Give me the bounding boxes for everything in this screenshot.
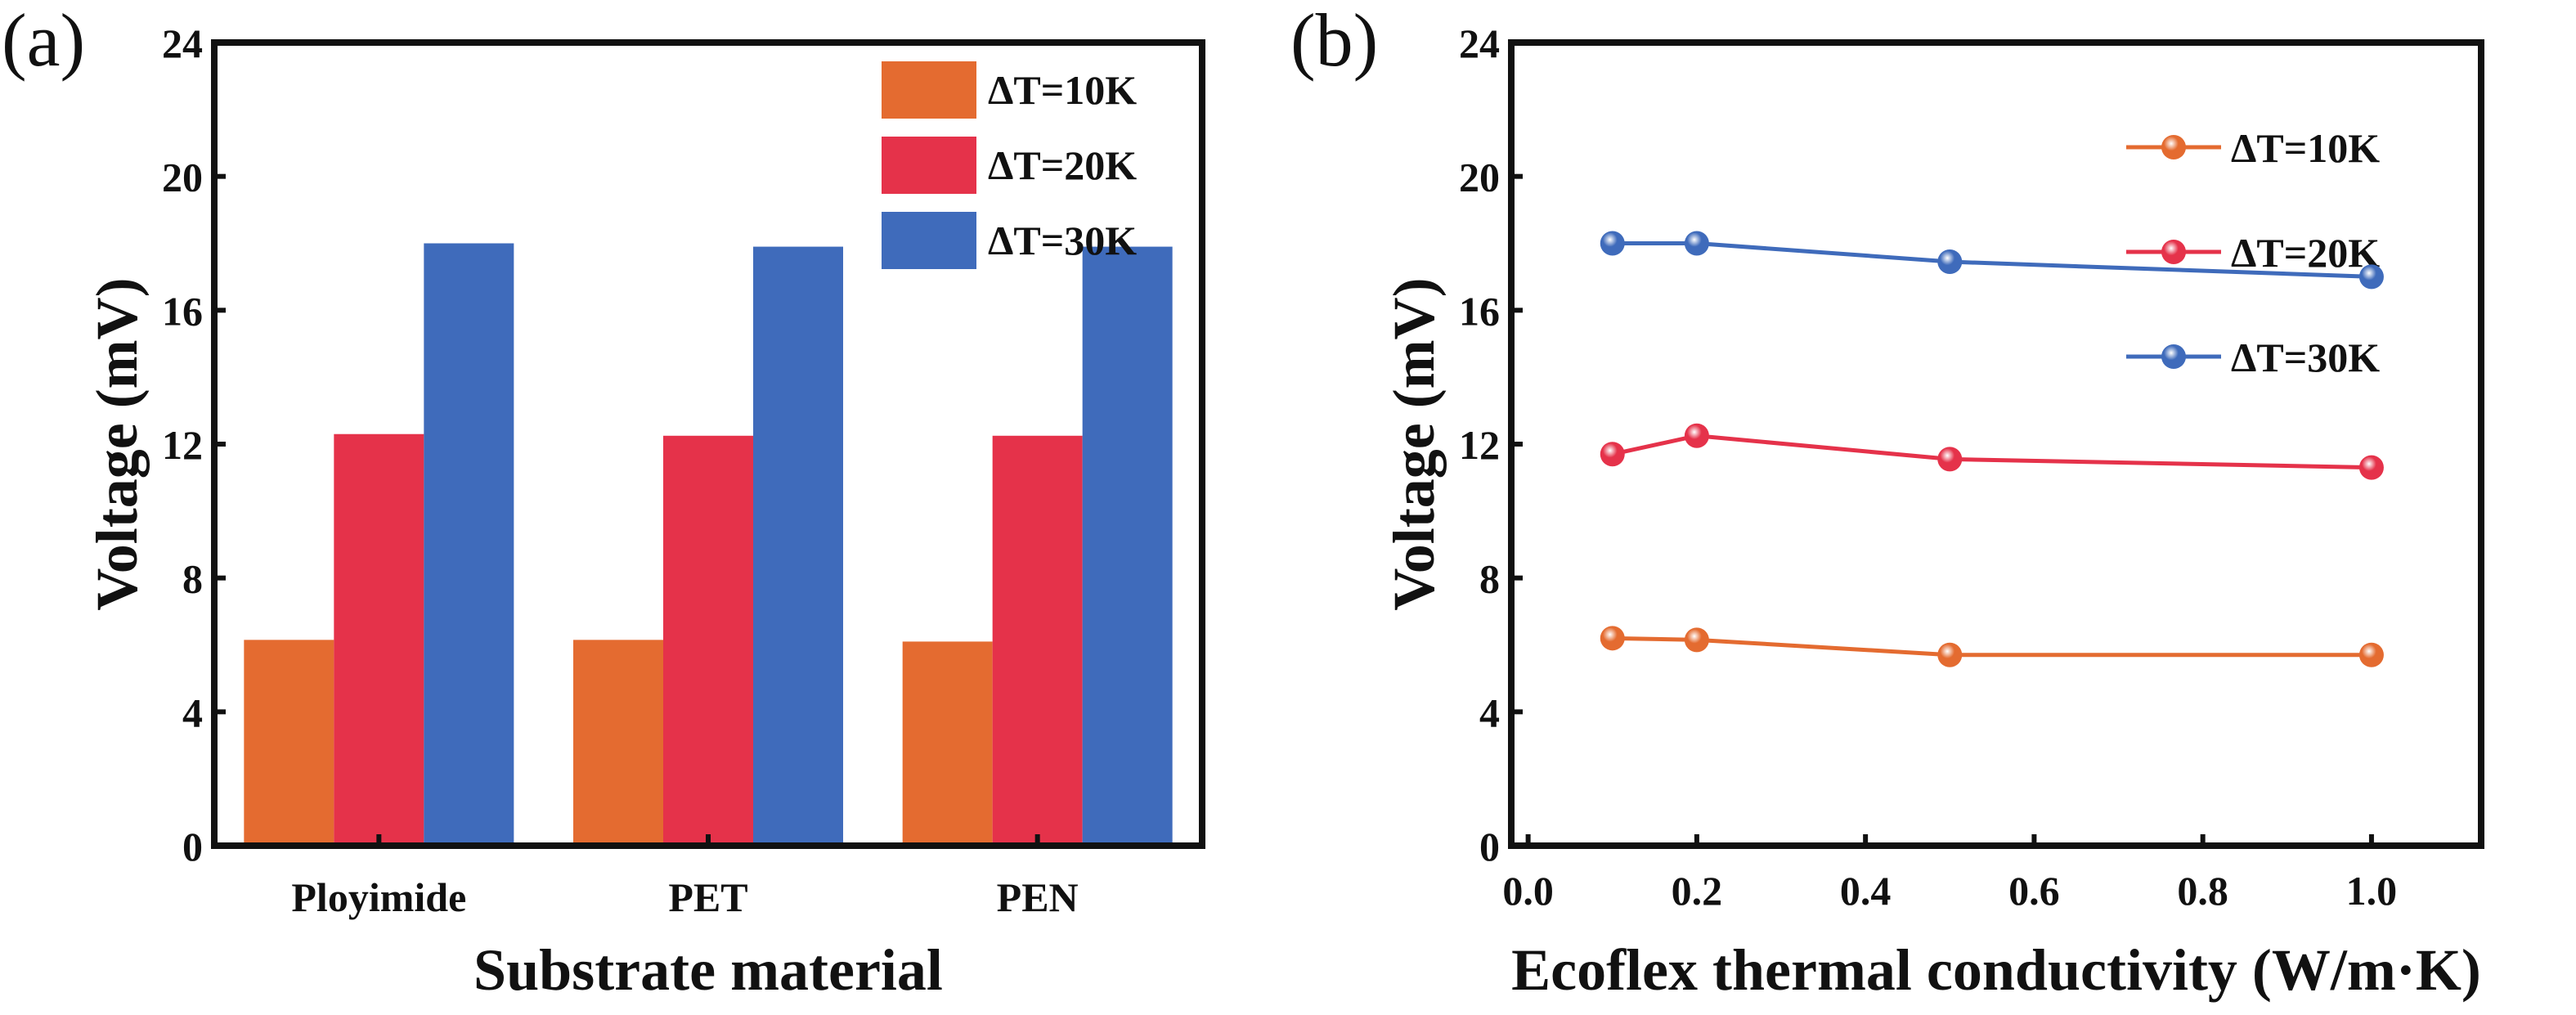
y-tick-label: 0	[182, 824, 203, 869]
x-tick-label: 1.0	[2346, 868, 2398, 914]
y-axis-label: Voltage (mV)	[84, 277, 150, 610]
x-tick-label: Ployimide	[291, 874, 466, 920]
data-point-series3	[1684, 231, 1709, 256]
x-axis-label: Substrate material	[473, 937, 943, 1003]
legend-label: ΔT=10K	[2231, 125, 2380, 171]
bar-ployimide-series1	[244, 640, 334, 846]
legend-swatch	[882, 61, 976, 119]
x-tick-label: 0.6	[2008, 868, 2060, 914]
y-tick-label: 4	[182, 689, 203, 735]
y-tick-label: 24	[1459, 20, 1500, 66]
y-tick-label: 12	[1459, 422, 1500, 468]
legend-label: ΔT=30K	[2231, 335, 2380, 380]
data-point-series2	[1684, 423, 1709, 448]
data-point-series2	[1937, 447, 1963, 472]
bar-pen-series3	[1082, 246, 1173, 846]
x-tick-label: 0.2	[1672, 868, 1723, 914]
bar-ployimide-series2	[334, 433, 424, 846]
plot-frame	[211, 39, 1205, 849]
y-tick-label: 12	[162, 422, 203, 468]
x-tick-label: 0.8	[2177, 868, 2228, 914]
bar-pen-series1	[902, 641, 993, 846]
data-point-series3	[2358, 264, 2384, 290]
x-tick-label: 0.4	[1840, 868, 1892, 914]
y-tick-label: 24	[162, 20, 203, 66]
series-line-2	[1612, 433, 2372, 470]
y-tick-label: 20	[162, 155, 203, 200]
bar-pet-series3	[753, 246, 843, 846]
legend-marker	[2161, 344, 2186, 369]
series-line-1	[1612, 635, 2372, 658]
data-point-series2	[2358, 455, 2384, 480]
data-point-series2	[1600, 442, 1625, 467]
y-tick-label: 0	[1479, 824, 1500, 869]
panel-label: (b)	[1290, 0, 1378, 82]
x-tick-label: 0.0	[1502, 868, 1554, 914]
bar-ployimide-series3	[424, 243, 514, 846]
data-point-series3	[1600, 231, 1625, 256]
series-line-3	[1612, 241, 2372, 279]
legend-swatch	[882, 212, 976, 269]
x-tick-label: PEN	[997, 874, 1079, 920]
y-tick-label: 16	[1459, 288, 1500, 334]
bar-pen-series2	[992, 435, 1083, 846]
y-tick-label: 4	[1479, 689, 1500, 735]
y-tick-label: 16	[162, 288, 203, 334]
panel-label: (a)	[2, 0, 85, 82]
y-tick-label: 20	[1459, 155, 1500, 200]
plot-frame	[1508, 39, 2484, 849]
data-point-series1	[2358, 642, 2384, 667]
y-axis-label: Voltage (mV)	[1381, 277, 1447, 610]
bar-pet-series2	[663, 435, 753, 846]
panel-a: (a) 0 4 8 12 16 20 24 Voltage (mV) Substrate mate…	[2, 0, 1205, 1003]
legend-label: ΔT=20K	[988, 142, 1137, 188]
legend-label: ΔT=30K	[988, 218, 1137, 263]
legend-marker	[2161, 135, 2186, 159]
y-tick-label: 8	[182, 556, 203, 602]
legend-marker	[2161, 240, 2186, 264]
y-tick-label: 8	[1479, 556, 1500, 602]
data-point-series3	[1937, 249, 1963, 275]
x-tick-label: PET	[668, 874, 747, 920]
data-point-series1	[1937, 642, 1963, 667]
legend-label: ΔT=20K	[2231, 230, 2380, 276]
bar-pet-series1	[573, 640, 663, 846]
data-point-series1	[1600, 626, 1625, 651]
x-axis-label: Ecoflex thermal conductivity (W/m·K)	[1511, 937, 2481, 1003]
panel-b: (b) 0 4 8 12 16 20 24 Voltage (mV) Ecoflex therma…	[1290, 0, 2484, 1003]
data-point-series1	[1684, 627, 1709, 653]
legend-label: ΔT=10K	[988, 67, 1137, 113]
legend-swatch	[882, 137, 976, 194]
